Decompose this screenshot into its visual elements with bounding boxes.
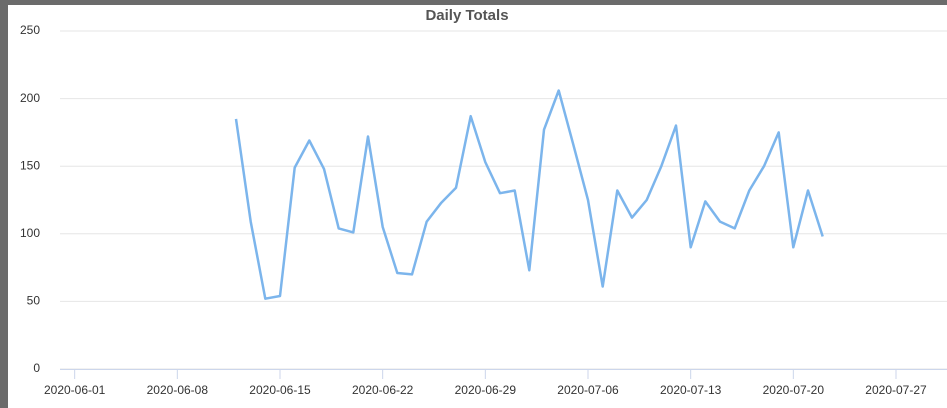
y-tick-label: 50 bbox=[27, 294, 41, 308]
x-tick-label: 2020-06-15 bbox=[249, 383, 311, 397]
x-tick-label: 2020-07-27 bbox=[865, 383, 927, 397]
series-line bbox=[234, 89, 824, 300]
x-tick-label: 2020-06-01 bbox=[44, 383, 106, 397]
x-tick-label: 2020-06-29 bbox=[455, 383, 517, 397]
chart-title: Daily Totals bbox=[425, 7, 508, 24]
y-tick-label: 150 bbox=[20, 158, 40, 172]
y-tick-label: 100 bbox=[20, 226, 40, 240]
x-tick-label: 2020-06-22 bbox=[352, 383, 414, 397]
plot-background bbox=[8, 5, 947, 408]
x-tick-label: 2020-06-08 bbox=[147, 383, 209, 397]
x-tick-label: 2020-07-06 bbox=[557, 383, 619, 397]
y-tick-label: 250 bbox=[20, 23, 40, 37]
y-tick-label: 200 bbox=[20, 91, 40, 105]
x-tick-label: 2020-07-20 bbox=[763, 383, 825, 397]
x-tick-label: 2020-07-13 bbox=[660, 383, 722, 397]
y-tick-label: 0 bbox=[33, 361, 40, 375]
